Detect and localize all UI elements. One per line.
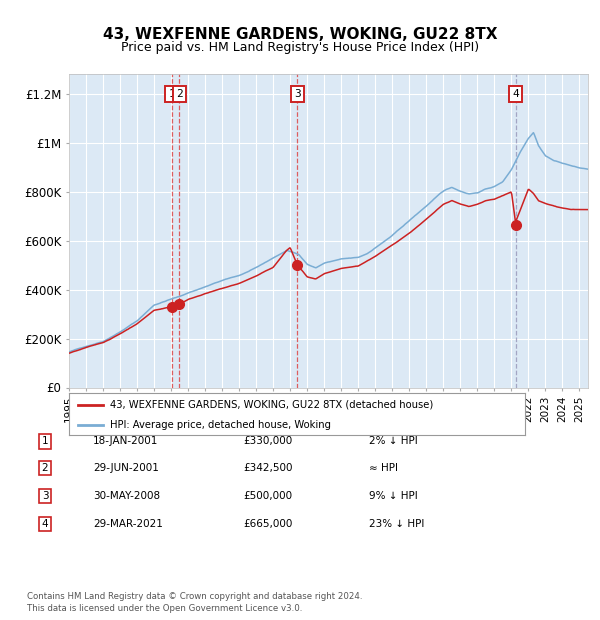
Text: 30-MAY-2008: 30-MAY-2008 (93, 491, 160, 501)
Text: 18-JAN-2001: 18-JAN-2001 (93, 436, 158, 446)
Text: Price paid vs. HM Land Registry's House Price Index (HPI): Price paid vs. HM Land Registry's House … (121, 41, 479, 53)
Text: 43, WEXFENNE GARDENS, WOKING, GU22 8TX (detached house): 43, WEXFENNE GARDENS, WOKING, GU22 8TX (… (110, 400, 433, 410)
Text: 29-JUN-2001: 29-JUN-2001 (93, 463, 159, 473)
Text: 2% ↓ HPI: 2% ↓ HPI (369, 436, 418, 446)
Text: 1: 1 (169, 89, 175, 99)
Text: 4: 4 (512, 89, 519, 99)
Text: 9% ↓ HPI: 9% ↓ HPI (369, 491, 418, 501)
Text: 29-MAR-2021: 29-MAR-2021 (93, 519, 163, 529)
Text: 43, WEXFENNE GARDENS, WOKING, GU22 8TX: 43, WEXFENNE GARDENS, WOKING, GU22 8TX (103, 27, 497, 42)
Text: HPI: Average price, detached house, Woking: HPI: Average price, detached house, Woki… (110, 420, 331, 430)
Text: £500,000: £500,000 (243, 491, 292, 501)
Text: 4: 4 (41, 519, 49, 529)
Text: £665,000: £665,000 (243, 519, 292, 529)
Text: 23% ↓ HPI: 23% ↓ HPI (369, 519, 424, 529)
Text: £330,000: £330,000 (243, 436, 292, 446)
Text: 3: 3 (294, 89, 301, 99)
Text: ≈ HPI: ≈ HPI (369, 463, 398, 473)
Text: Contains HM Land Registry data © Crown copyright and database right 2024.
This d: Contains HM Land Registry data © Crown c… (27, 592, 362, 613)
Text: 3: 3 (41, 491, 49, 501)
Text: 2: 2 (41, 463, 49, 473)
Text: 2: 2 (176, 89, 183, 99)
Text: 1: 1 (41, 436, 49, 446)
Text: £342,500: £342,500 (243, 463, 293, 473)
